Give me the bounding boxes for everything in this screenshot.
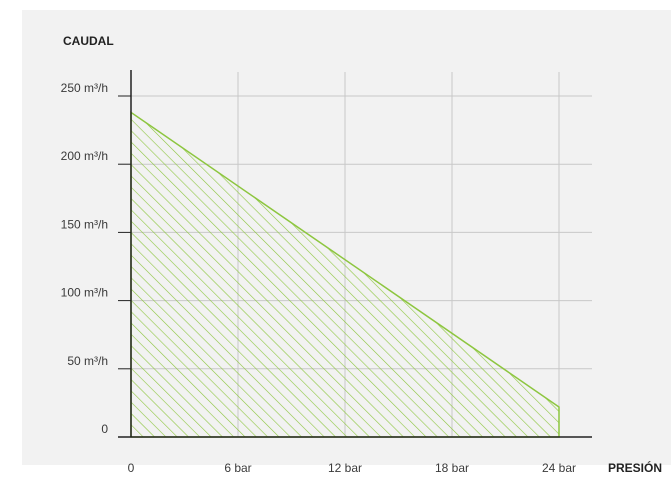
- y-tick-label: 200 m³/h: [61, 149, 108, 163]
- x-tick-label: 18 bar: [435, 461, 469, 475]
- y-tick-label: 100 m³/h: [61, 286, 108, 300]
- x-tick-label: 6 bar: [224, 461, 251, 475]
- axes: [118, 70, 592, 438]
- y-tick-label: 150 m³/h: [61, 217, 108, 231]
- x-tick-label: 12 bar: [328, 461, 362, 475]
- y-tick-label: 0: [101, 422, 108, 436]
- y-axis-title: CAUDAL: [63, 34, 114, 48]
- x-axis-title: PRESIÓN: [608, 460, 662, 475]
- tick-labels: 0 50 m³/h 100 m³/h 150 m³/h 200 m³/h 250 m³/h…: [61, 81, 576, 475]
- y-tick-label: 50 m³/h: [67, 354, 108, 368]
- x-tick-label: 24 bar: [542, 461, 576, 475]
- x-tick-label: 0: [128, 461, 135, 475]
- y-tick-label: 250 m³/h: [61, 81, 108, 95]
